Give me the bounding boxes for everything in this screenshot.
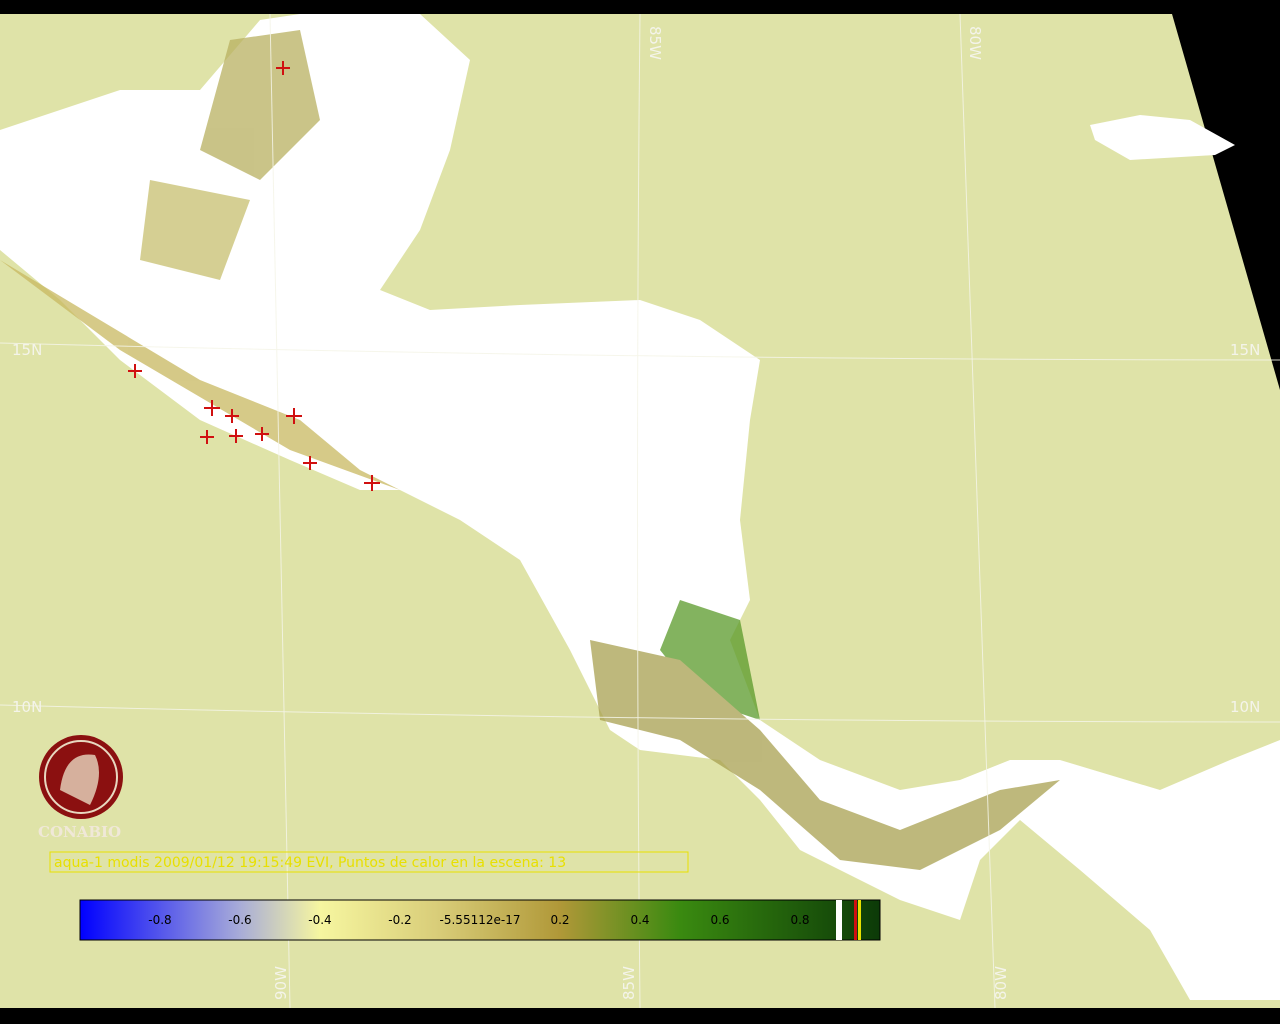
right-label: 10N [1230, 698, 1260, 716]
fire-points [128, 61, 878, 909]
colorbar-label: 0.8 [790, 913, 809, 927]
caption: aqua-1 modis 2009/01/12 19:15:49 EVI, Pu… [54, 855, 566, 871]
colorbar-label: -0.8 [148, 913, 171, 927]
logo-text: CONABIO [38, 823, 121, 841]
bottom-label: 85W [620, 966, 638, 1000]
colorbar-swatch [854, 900, 857, 940]
vegetation [0, 30, 1060, 870]
colorbar-gradient [79, 899, 881, 941]
colorbar-swatch [836, 900, 842, 940]
parallel-15n [0, 342, 1280, 361]
colorbar-label: -0.6 [228, 913, 251, 927]
left-label: 15N [12, 341, 42, 359]
top-label: 80W [966, 26, 984, 60]
colorbar-label: 0.6 [710, 913, 729, 927]
meridian-85w [637, 13, 641, 1009]
caption-box [49, 851, 689, 873]
top-label: 85W [646, 26, 664, 60]
colorbar-swatch [858, 900, 861, 940]
bottom-label: 80W [992, 966, 1010, 1000]
colorbar-label: -0.2 [388, 913, 411, 927]
colorbar: -0.8 -0.6 -0.4 -0.2 -5.55112e-17 0.2 0.4 0.6 0.8 [79, 899, 881, 941]
land [0, 14, 1280, 1000]
right-label: 15N [1230, 341, 1260, 359]
colorbar-label: -0.4 [308, 913, 331, 927]
colorbar-label: 0.2 [550, 913, 569, 927]
meridian-90w [269, 13, 291, 1009]
parallel-10n [0, 704, 1280, 723]
logo: CONABIO [38, 735, 123, 841]
left-label: 10N [12, 698, 42, 716]
colorbar-label: 0.4 [630, 913, 649, 927]
colorbar-label: -5.55112e-17 [440, 913, 521, 927]
bottom-label: 90W [272, 966, 290, 1000]
